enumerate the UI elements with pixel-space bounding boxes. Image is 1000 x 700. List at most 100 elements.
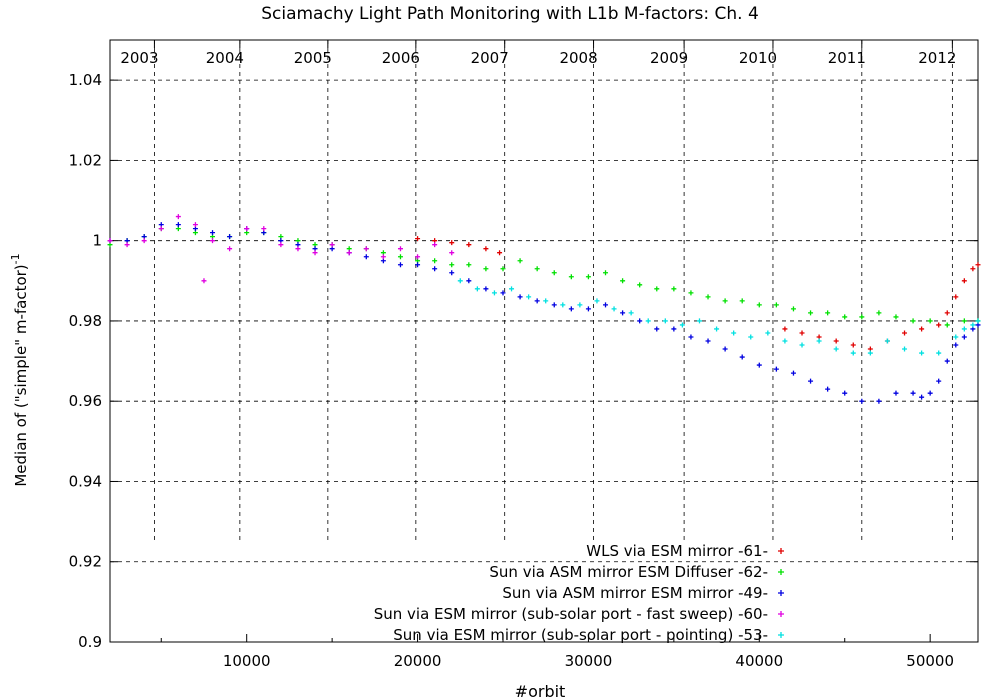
y-axis-label-main: Median of ("simple" m-factor)	[12, 264, 30, 486]
data-point	[432, 242, 438, 248]
year-tick-label: 2005	[294, 49, 332, 67]
data-point	[790, 306, 796, 312]
data-point	[483, 286, 489, 292]
series-4	[107, 214, 455, 284]
data-point	[944, 358, 950, 364]
data-point	[961, 326, 967, 332]
year-tick-label: 2012	[918, 49, 956, 67]
data-point	[466, 262, 472, 268]
x-tick-label: 10000	[223, 652, 271, 670]
data-point	[449, 240, 455, 246]
data-point	[842, 390, 848, 396]
legend-marker	[778, 569, 784, 575]
legend-label: Sun via ASM mirror ESM mirror -49-	[502, 584, 768, 602]
data-point	[953, 342, 959, 348]
data-point	[210, 238, 216, 244]
data-point	[543, 298, 549, 304]
data-point	[457, 278, 463, 284]
y-axis-label: Median of ("simple" m-factor)-1	[9, 253, 30, 486]
data-point	[953, 294, 959, 300]
data-point	[415, 262, 421, 268]
data-point	[124, 242, 130, 248]
data-point	[620, 310, 626, 316]
data-point	[825, 310, 831, 316]
data-point	[944, 322, 950, 328]
y-tick-label: 1.04	[69, 71, 102, 89]
data-point	[397, 246, 403, 252]
data-point	[517, 294, 523, 300]
data-point	[876, 398, 882, 404]
data-point	[731, 330, 737, 336]
y-tick-label: 0.96	[69, 392, 102, 410]
data-point	[603, 270, 609, 276]
y-tick-label: 0.94	[69, 472, 102, 490]
data-point	[714, 326, 720, 332]
data-point	[773, 366, 779, 372]
data-point	[910, 390, 916, 396]
data-point	[654, 326, 660, 332]
data-point	[497, 250, 503, 256]
data-point	[483, 246, 489, 252]
data-point	[227, 246, 233, 252]
x-axis-label: #orbit	[515, 682, 566, 700]
series-2	[107, 226, 981, 328]
data-point	[705, 338, 711, 344]
data-point	[551, 270, 557, 276]
data-point	[739, 298, 745, 304]
chart-title: Sciamachy Light Path Monitoring with L1b…	[261, 4, 759, 24]
data-point	[679, 322, 685, 328]
year-tick-label: 2006	[382, 49, 420, 67]
data-point	[859, 398, 865, 404]
data-point	[534, 298, 540, 304]
data-point	[107, 238, 113, 244]
data-point	[158, 226, 164, 232]
legend-label: Sun via ESM mirror (sub-solar port - poi…	[393, 626, 768, 644]
data-point	[585, 274, 591, 280]
data-point	[833, 338, 839, 344]
data-point	[808, 378, 814, 384]
data-point	[953, 334, 959, 340]
data-point	[244, 226, 250, 232]
data-point	[449, 262, 455, 268]
data-point	[671, 326, 677, 332]
data-point	[961, 318, 967, 324]
data-point	[927, 390, 933, 396]
legend-marker	[778, 590, 784, 596]
data-point	[799, 342, 805, 348]
legend-label: WLS via ESM mirror -61-	[586, 542, 768, 560]
data-point	[594, 298, 600, 304]
data-point	[705, 294, 711, 300]
data-point	[961, 334, 967, 340]
data-point	[611, 306, 617, 312]
data-point	[884, 338, 890, 344]
data-point	[261, 226, 267, 232]
data-point	[688, 334, 694, 340]
data-point	[415, 254, 421, 260]
data-point	[585, 306, 591, 312]
data-point	[415, 236, 421, 242]
data-point	[637, 318, 643, 324]
data-point	[782, 338, 788, 344]
data-point	[748, 334, 754, 340]
year-tick-label: 2010	[739, 49, 777, 67]
data-point	[662, 318, 668, 324]
data-point	[961, 278, 967, 284]
data-point	[876, 310, 882, 316]
data-point	[551, 302, 557, 308]
data-point	[449, 250, 455, 256]
data-point	[696, 318, 702, 324]
data-point	[466, 278, 472, 284]
data-point	[773, 302, 779, 308]
data-point	[893, 390, 899, 396]
data-point	[688, 290, 694, 296]
data-point	[867, 350, 873, 356]
svg-text:Median of ("simple" m-factor)-: Median of ("simple" m-factor)-1	[9, 253, 30, 486]
data-point	[944, 310, 950, 316]
data-point	[739, 354, 745, 360]
data-point	[500, 266, 506, 272]
data-point	[936, 350, 942, 356]
data-point	[466, 242, 472, 248]
data-point	[432, 258, 438, 264]
y-tick-label: 0.92	[69, 553, 102, 571]
